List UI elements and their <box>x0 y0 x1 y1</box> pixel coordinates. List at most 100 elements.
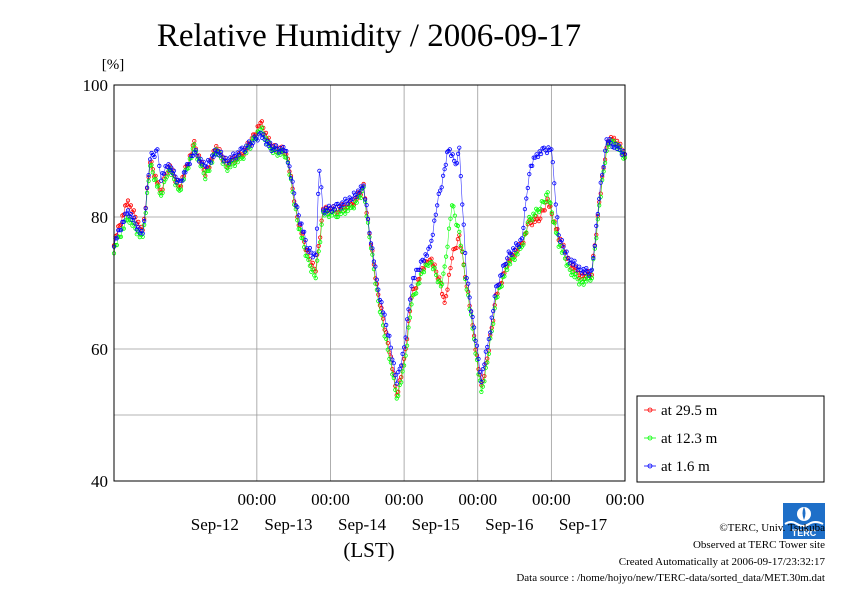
data-point <box>241 156 246 161</box>
data-point <box>605 141 611 146</box>
x-tick-date-label: Sep-12 <box>191 515 239 534</box>
data-point <box>124 211 129 216</box>
data-point <box>171 168 177 173</box>
data-point <box>577 282 582 287</box>
data-point <box>595 211 600 217</box>
data-point <box>440 173 446 178</box>
data-point <box>555 215 560 220</box>
data-point <box>449 256 455 261</box>
data-point <box>516 244 522 249</box>
data-point <box>385 340 390 346</box>
data-point <box>183 170 188 175</box>
data-point <box>391 361 396 366</box>
data-point <box>452 158 457 163</box>
data-point <box>597 203 602 208</box>
data-point <box>410 275 416 281</box>
chart-title: Relative Humidity / 2006-09-17 <box>157 18 581 54</box>
data-point <box>371 259 376 264</box>
data-point <box>195 153 200 158</box>
data-point <box>544 150 550 156</box>
data-point <box>466 281 471 286</box>
data-point <box>443 294 449 299</box>
data-point <box>287 164 292 169</box>
data-point <box>486 336 491 342</box>
data-point <box>343 211 348 216</box>
data-point <box>376 287 381 292</box>
data-point <box>251 140 256 145</box>
data-point <box>464 287 469 292</box>
data-point <box>549 210 554 215</box>
data-point <box>292 191 297 196</box>
data-point <box>153 177 158 182</box>
data-point <box>553 202 558 207</box>
x-tick-time-label: 00:00 <box>237 490 276 509</box>
data-point <box>559 238 565 243</box>
data-point <box>573 271 579 277</box>
data-point <box>313 252 318 258</box>
data-point <box>432 265 437 270</box>
data-point <box>439 185 444 190</box>
data-point <box>128 211 133 217</box>
data-point <box>421 269 427 275</box>
data-point <box>414 291 419 296</box>
data-point <box>396 389 401 394</box>
data-point <box>211 154 216 159</box>
data-point <box>155 147 160 152</box>
data-point <box>592 243 597 249</box>
data-point <box>297 227 303 232</box>
data-point <box>393 372 398 378</box>
data-point <box>401 345 407 350</box>
data-point <box>458 243 463 248</box>
data-point <box>146 173 151 178</box>
data-point <box>482 362 487 367</box>
data-point <box>314 226 320 231</box>
data-point <box>552 181 557 186</box>
data-point <box>121 219 126 224</box>
data-point <box>417 267 422 272</box>
data-point <box>602 148 608 153</box>
data-point <box>219 149 224 154</box>
data-point <box>578 267 583 272</box>
data-point <box>335 214 340 220</box>
data-point <box>116 228 121 233</box>
data-point <box>404 317 410 322</box>
data-point <box>379 305 384 311</box>
data-point <box>358 195 363 201</box>
y-tick-label: 100 <box>83 76 109 95</box>
data-point <box>223 164 228 169</box>
data-point <box>380 316 386 321</box>
data-point <box>406 325 411 330</box>
data-point <box>441 271 446 276</box>
legend-box <box>636 395 825 483</box>
data-point <box>432 218 437 223</box>
data-point <box>382 312 387 317</box>
data-point <box>581 266 586 272</box>
data-point <box>549 147 554 152</box>
data-point <box>387 333 392 338</box>
data-point <box>114 236 119 241</box>
data-point <box>582 270 588 275</box>
data-point <box>528 163 533 168</box>
data-point <box>322 211 327 216</box>
data-point <box>373 281 378 286</box>
x-tick-date-label: Sep-14 <box>338 515 387 534</box>
data-point <box>164 174 170 179</box>
data-point <box>302 229 307 234</box>
data-point <box>187 162 192 167</box>
data-point <box>616 143 621 148</box>
data-point <box>409 302 414 307</box>
data-point <box>300 229 305 234</box>
data-point <box>480 384 485 389</box>
data-point <box>313 275 318 281</box>
data-point <box>433 212 438 217</box>
data-point <box>577 264 582 269</box>
series-2 <box>111 130 628 386</box>
data-point <box>334 214 339 220</box>
data-point <box>255 124 260 129</box>
data-point <box>317 168 322 173</box>
x-tick-time-label: 00:00 <box>532 490 571 509</box>
data-point <box>542 200 547 205</box>
data-point <box>345 201 351 206</box>
data-point <box>295 218 300 223</box>
data-point <box>489 315 494 320</box>
